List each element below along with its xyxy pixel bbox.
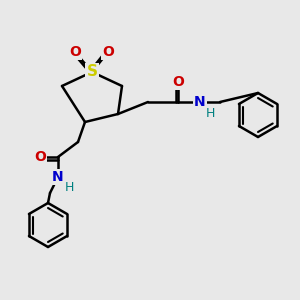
Text: H: H <box>65 181 74 194</box>
Text: N: N <box>52 170 64 184</box>
Text: N: N <box>194 95 206 109</box>
Text: O: O <box>69 45 81 59</box>
Text: O: O <box>102 45 114 59</box>
Text: O: O <box>34 150 46 164</box>
Text: H: H <box>206 107 215 120</box>
Text: S: S <box>86 64 98 80</box>
Text: O: O <box>172 75 184 89</box>
